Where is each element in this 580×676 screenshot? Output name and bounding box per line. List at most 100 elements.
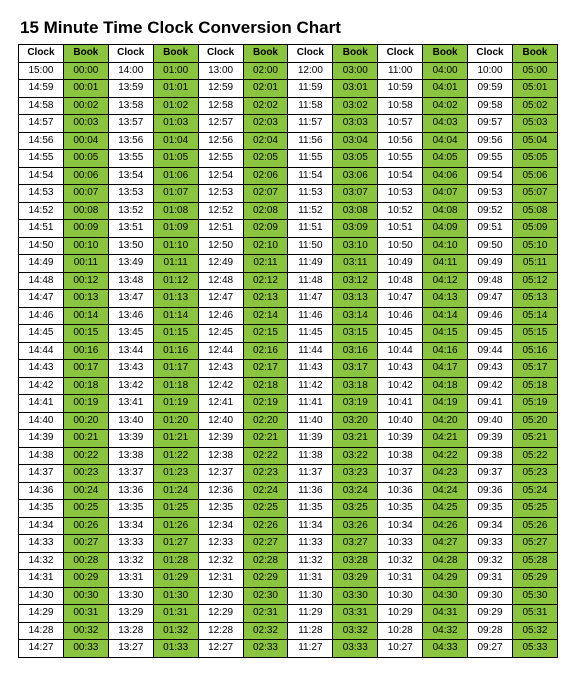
cell-clock: 14:27 xyxy=(19,640,64,658)
cell-clock: 14:39 xyxy=(19,430,64,448)
cell-book: 01:27 xyxy=(153,535,198,553)
cell-book: 04:22 xyxy=(423,447,468,465)
cell-clock: 14:44 xyxy=(19,342,64,360)
cell-clock: 13:42 xyxy=(108,377,153,395)
cell-clock: 11:36 xyxy=(288,482,333,500)
cell-book: 02:13 xyxy=(243,290,288,308)
cell-book: 05:25 xyxy=(512,500,557,518)
cell-book: 00:25 xyxy=(63,500,108,518)
cell-clock: 09:41 xyxy=(468,395,513,413)
cell-book: 03:20 xyxy=(333,412,378,430)
cell-clock: 13:45 xyxy=(108,325,153,343)
table-row: 14:4200:1813:4201:1812:4202:1811:4203:18… xyxy=(19,377,558,395)
cell-book: 03:02 xyxy=(333,97,378,115)
cell-clock: 14:31 xyxy=(19,570,64,588)
cell-clock: 14:00 xyxy=(108,62,153,80)
cell-clock: 11:28 xyxy=(288,622,333,640)
cell-book: 05:10 xyxy=(512,237,557,255)
cell-book: 01:28 xyxy=(153,552,198,570)
cell-book: 04:07 xyxy=(423,185,468,203)
cell-clock: 12:33 xyxy=(198,535,243,553)
cell-clock: 10:33 xyxy=(378,535,423,553)
cell-book: 05:18 xyxy=(512,377,557,395)
cell-clock: 09:33 xyxy=(468,535,513,553)
table-row: 14:4500:1513:4501:1512:4502:1511:4503:15… xyxy=(19,325,558,343)
cell-clock: 12:54 xyxy=(198,167,243,185)
cell-clock: 11:35 xyxy=(288,500,333,518)
header-book: Book xyxy=(243,45,288,63)
cell-book: 05:24 xyxy=(512,482,557,500)
cell-book: 00:02 xyxy=(63,97,108,115)
cell-book: 04:17 xyxy=(423,360,468,378)
cell-clock: 10:28 xyxy=(378,622,423,640)
cell-clock: 09:56 xyxy=(468,132,513,150)
cell-book: 01:08 xyxy=(153,202,198,220)
cell-clock: 10:41 xyxy=(378,395,423,413)
cell-book: 00:22 xyxy=(63,447,108,465)
cell-clock: 13:31 xyxy=(108,570,153,588)
cell-clock: 10:52 xyxy=(378,202,423,220)
cell-clock: 09:50 xyxy=(468,237,513,255)
table-row: 14:4000:2013:4001:2012:4002:2011:4003:20… xyxy=(19,412,558,430)
table-row: 14:3300:2713:3301:2712:3302:2711:3303:27… xyxy=(19,535,558,553)
cell-clock: 12:52 xyxy=(198,202,243,220)
header-clock: Clock xyxy=(108,45,153,63)
cell-book: 01:14 xyxy=(153,307,198,325)
cell-clock: 12:28 xyxy=(198,622,243,640)
cell-book: 03:06 xyxy=(333,167,378,185)
cell-clock: 10:43 xyxy=(378,360,423,378)
table-row: 14:4900:1113:4901:1112:4902:1111:4903:11… xyxy=(19,255,558,273)
cell-clock: 12:34 xyxy=(198,517,243,535)
cell-book: 00:31 xyxy=(63,605,108,623)
cell-book: 03:33 xyxy=(333,640,378,658)
cell-book: 01:12 xyxy=(153,272,198,290)
cell-clock: 09:39 xyxy=(468,430,513,448)
cell-book: 03:01 xyxy=(333,80,378,98)
cell-clock: 10:53 xyxy=(378,185,423,203)
cell-book: 02:06 xyxy=(243,167,288,185)
table-head: ClockBookClockBookClockBookClockBookCloc… xyxy=(19,45,558,63)
cell-book: 00:04 xyxy=(63,132,108,150)
cell-clock: 11:53 xyxy=(288,185,333,203)
cell-book: 05:15 xyxy=(512,325,557,343)
cell-book: 03:21 xyxy=(333,430,378,448)
table-row: 14:2700:3313:2701:3312:2702:3311:2703:33… xyxy=(19,640,558,658)
cell-book: 01:13 xyxy=(153,290,198,308)
cell-book: 02:02 xyxy=(243,97,288,115)
cell-book: 04:29 xyxy=(423,570,468,588)
cell-book: 01:06 xyxy=(153,167,198,185)
cell-book: 01:11 xyxy=(153,255,198,273)
table-row: 14:5300:0713:5301:0712:5302:0711:5303:07… xyxy=(19,185,558,203)
cell-clock: 11:33 xyxy=(288,535,333,553)
cell-clock: 14:32 xyxy=(19,552,64,570)
table-row: 14:3100:2913:3101:2912:3102:2911:3103:29… xyxy=(19,570,558,588)
cell-book: 05:33 xyxy=(512,640,557,658)
cell-book: 03:04 xyxy=(333,132,378,150)
cell-book: 03:22 xyxy=(333,447,378,465)
cell-clock: 12:48 xyxy=(198,272,243,290)
cell-book: 04:01 xyxy=(423,80,468,98)
cell-book: 05:29 xyxy=(512,570,557,588)
cell-clock: 10:59 xyxy=(378,80,423,98)
cell-book: 02:32 xyxy=(243,622,288,640)
cell-clock: 14:41 xyxy=(19,395,64,413)
cell-book: 02:26 xyxy=(243,517,288,535)
header-book: Book xyxy=(423,45,468,63)
table-row: 14:3800:2213:3801:2212:3802:2211:3803:22… xyxy=(19,447,558,465)
cell-book: 02:21 xyxy=(243,430,288,448)
cell-book: 00:10 xyxy=(63,237,108,255)
cell-book: 05:12 xyxy=(512,272,557,290)
cell-clock: 13:40 xyxy=(108,412,153,430)
cell-clock: 09:36 xyxy=(468,482,513,500)
cell-book: 00:08 xyxy=(63,202,108,220)
cell-clock: 11:54 xyxy=(288,167,333,185)
table-row: 14:3900:2113:3901:2112:3902:2111:3903:21… xyxy=(19,430,558,448)
cell-book: 02:17 xyxy=(243,360,288,378)
cell-book: 00:27 xyxy=(63,535,108,553)
cell-clock: 10:31 xyxy=(378,570,423,588)
cell-clock: 09:31 xyxy=(468,570,513,588)
cell-clock: 10:42 xyxy=(378,377,423,395)
cell-book: 05:31 xyxy=(512,605,557,623)
cell-clock: 12:55 xyxy=(198,150,243,168)
cell-clock: 11:37 xyxy=(288,465,333,483)
